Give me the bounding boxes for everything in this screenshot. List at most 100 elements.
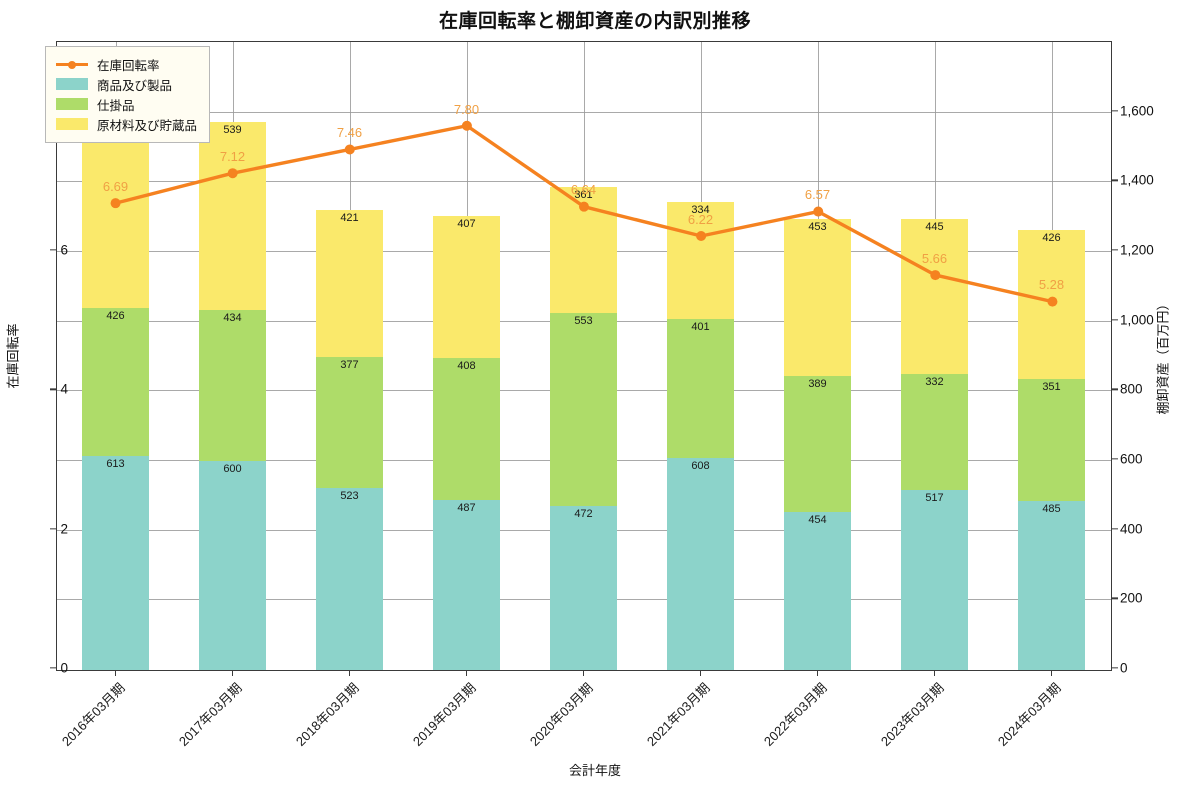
legend-line-icon: [56, 58, 88, 70]
legend-item-label: 仕掛品: [97, 98, 135, 113]
bar-segment-label: 487: [457, 502, 476, 515]
bar-segment-label: 421: [340, 211, 359, 224]
bar-segment[interactable]: 454: [783, 511, 852, 670]
line-point-label: 5.28: [1038, 277, 1065, 293]
bar-stack[interactable]: 517 332 445: [900, 43, 969, 670]
legend-item-label: 在庫回転率: [97, 58, 160, 73]
line-point-label: 6.57: [804, 187, 831, 203]
right-axis-tick-mark: [1112, 179, 1118, 181]
bar-segment[interactable]: 472: [549, 505, 618, 670]
legend-item[interactable]: 原材料及び貯蔵品: [56, 114, 197, 134]
bar-segment[interactable]: 426: [81, 308, 150, 457]
bar-segment-label: 613: [106, 458, 125, 471]
bar-stack[interactable]: 485 351 426: [1017, 43, 1086, 670]
plot-inner: 613 426 600 434 539 523 377 421 487 408 407 472 553 3…: [57, 42, 1111, 670]
bar-segment[interactable]: 517: [900, 489, 969, 670]
bar-segment-label: 472: [574, 507, 593, 520]
legend-item[interactable]: 仕掛品: [56, 94, 197, 114]
left-axis-tick-label: 6: [60, 242, 68, 258]
x-axis-tick-mark: [465, 671, 467, 676]
bar-segment-label: 454: [808, 513, 827, 526]
bar-segment[interactable]: 485: [1017, 501, 1086, 670]
bar-segment-label: 608: [691, 460, 710, 473]
right-axis-tick-mark: [1112, 110, 1118, 112]
right-axis-tick-label: 200: [1120, 590, 1143, 606]
bar-segment[interactable]: 361: [549, 187, 618, 313]
bar-segment[interactable]: 332: [900, 374, 969, 490]
bar-stack[interactable]: 608 401 334: [666, 43, 735, 670]
bar-segment-label: 553: [574, 314, 593, 327]
bar-segment[interactable]: 421: [315, 209, 384, 357]
right-axis-tick-mark: [1112, 319, 1118, 321]
x-axis-tick-label: 2020年03月期: [526, 680, 596, 749]
bar-segment[interactable]: 608: [666, 458, 735, 670]
bar-segment[interactable]: 426: [1017, 230, 1086, 379]
bar-segment-label: 351: [1042, 380, 1061, 393]
bar-segment[interactable]: 487: [432, 500, 501, 670]
line-point-label: 5.66: [921, 250, 948, 266]
line-point-label: 6.22: [687, 211, 714, 227]
x-axis-tick-label: 2016年03月期: [58, 680, 128, 749]
bar-segment-label: 453: [808, 220, 827, 233]
right-axis-tick-label: 1,200: [1120, 242, 1154, 258]
bar-segment-label: 426: [106, 310, 125, 323]
bar-segment[interactable]: 407: [432, 216, 501, 359]
line-point-label: 6.64: [570, 182, 597, 198]
bar-segment-label: 377: [340, 358, 359, 371]
bar-segment[interactable]: 434: [198, 309, 267, 461]
bar-segment[interactable]: 613: [81, 456, 150, 670]
chart-legend[interactable]: 在庫回転率 商品及び製品仕掛品原材料及び貯蔵品: [45, 46, 211, 143]
right-axis-tick-label: 0: [1120, 660, 1128, 676]
right-axis-tick-mark: [1112, 667, 1118, 669]
bar-stack[interactable]: 454 389 453: [783, 43, 852, 670]
legend-item[interactable]: 在庫回転率: [56, 54, 197, 74]
right-axis-tick-label: 600: [1120, 451, 1143, 467]
left-axis-tick-mark: [50, 528, 56, 530]
bar-segment-label: 407: [457, 218, 476, 231]
bar-stack[interactable]: 487 408 407: [432, 43, 501, 670]
right-axis-tick-mark: [1112, 458, 1118, 460]
line-point-label: 7.80: [453, 101, 480, 117]
bar-segment-label: 485: [1042, 503, 1061, 516]
bar-stack[interactable]: 523 377 421: [315, 43, 384, 670]
right-axis-tick-mark: [1112, 249, 1118, 251]
bar-segment[interactable]: 389: [783, 376, 852, 512]
bar-segment[interactable]: [81, 135, 150, 309]
bar-segment[interactable]: 408: [432, 358, 501, 501]
bar-segment-label: 600: [223, 463, 242, 475]
x-axis-tick-label: 2023年03月期: [877, 680, 947, 749]
x-axis-tick-mark: [933, 671, 935, 676]
x-axis-tick-mark: [1050, 671, 1052, 676]
x-axis-tick-mark: [582, 671, 584, 676]
left-axis-tick-label: 0: [60, 660, 68, 676]
bar-segment[interactable]: 523: [315, 487, 384, 670]
bar-segment[interactable]: 351: [1017, 378, 1086, 502]
bar-segment[interactable]: 401: [666, 318, 735, 459]
x-axis-tick-mark: [348, 671, 350, 676]
line-point-label: 6.69: [102, 178, 129, 194]
x-axis-tick-label: 2022年03月期: [760, 680, 830, 749]
bar-segment-label: 426: [1042, 232, 1061, 245]
bar-segment[interactable]: 600: [198, 461, 267, 670]
left-axis-tick-label: 2: [60, 521, 68, 537]
bar-segment[interactable]: 453: [783, 218, 852, 377]
plot-area: 613 426 600 434 539 523 377 421 487 408 407 472 553 3…: [56, 41, 1112, 671]
legend-item[interactable]: 商品及び製品: [56, 74, 197, 94]
x-axis-tick-label: 2021年03月期: [643, 680, 713, 749]
legend-item-label: 原材料及び貯蔵品: [97, 118, 198, 133]
x-axis-title: 会計年度: [568, 763, 621, 778]
bar-segment[interactable]: 377: [315, 356, 384, 488]
left-axis-tick-mark: [50, 249, 56, 251]
bar-segment[interactable]: 445: [900, 219, 969, 375]
right-axis-tick-label: 1,600: [1120, 103, 1154, 119]
left-axis-tick-mark: [50, 667, 56, 669]
x-axis-tick-mark: [114, 671, 116, 676]
bar-segment[interactable]: 553: [549, 312, 618, 506]
page-title: 在庫回転率と棚卸資産の内訳別推移: [438, 11, 751, 32]
left-axis-tick-label: 4: [60, 381, 68, 397]
left-axis-title: 在庫回転率: [5, 323, 21, 389]
bar-stack[interactable]: 472 553 361: [549, 43, 618, 670]
bar-segment-label: 523: [340, 489, 359, 502]
right-axis-tick-mark: [1112, 528, 1118, 530]
